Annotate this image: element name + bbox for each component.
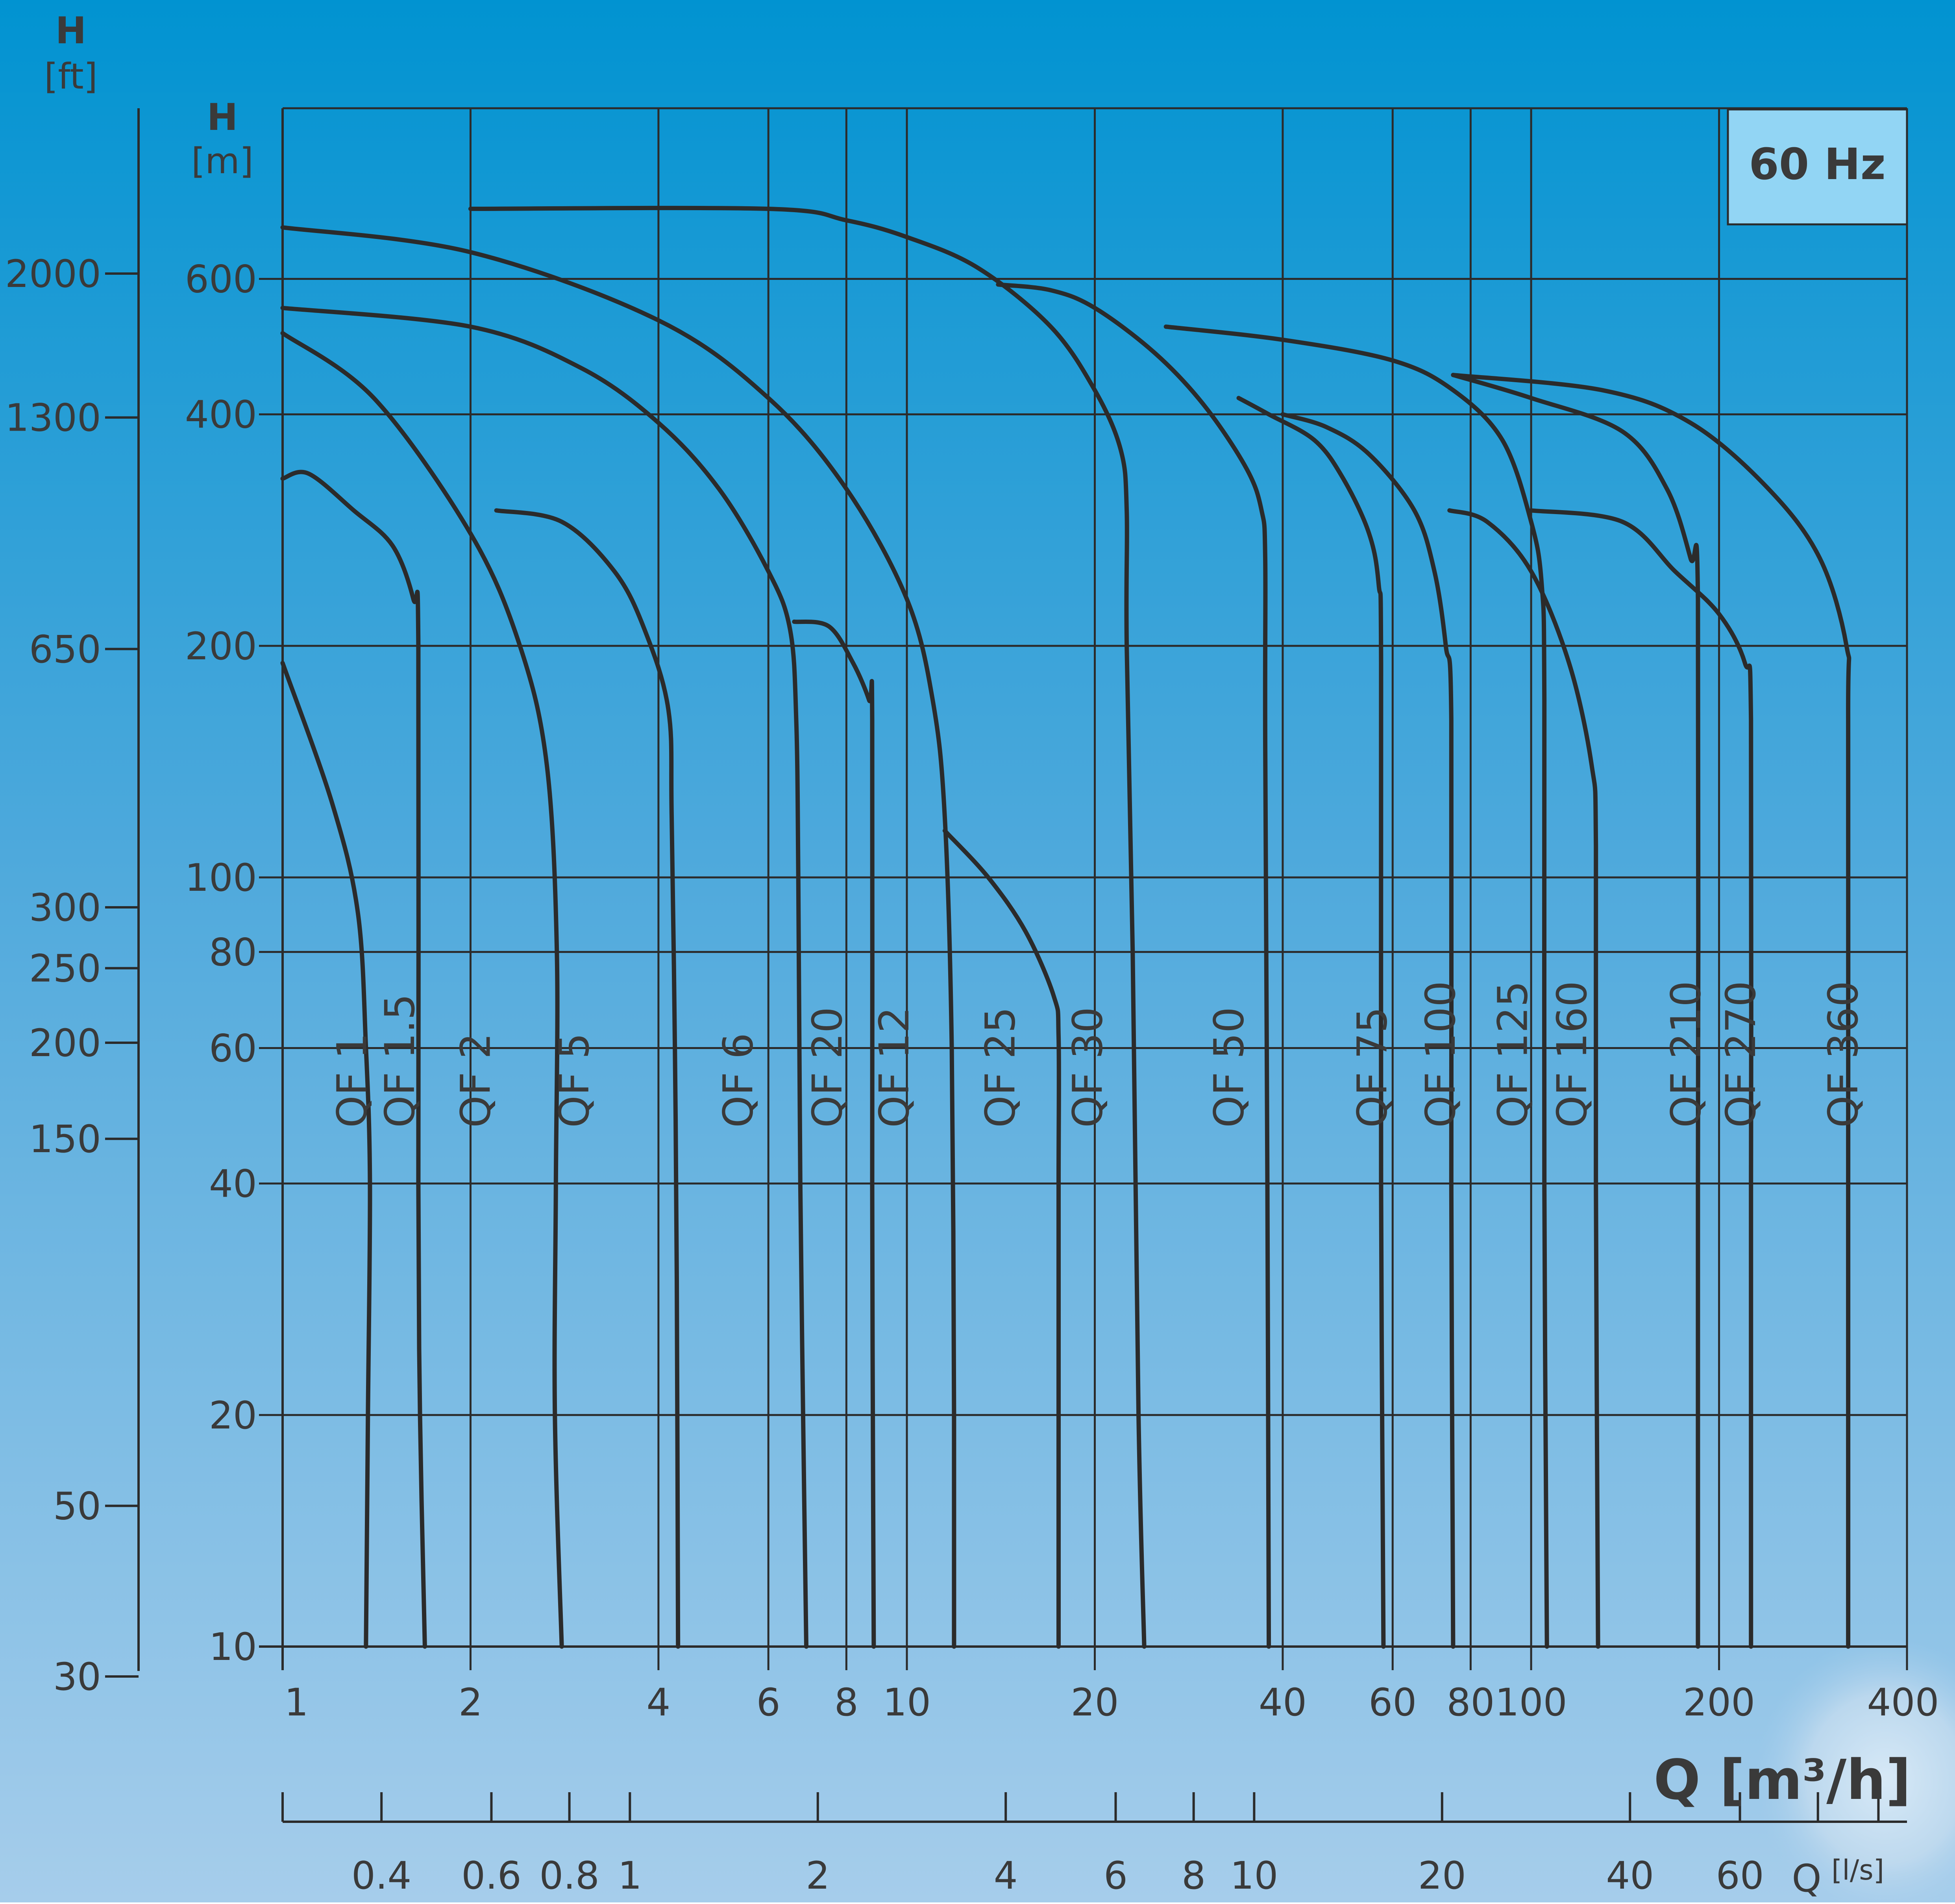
ls-tick-label: 4: [994, 1854, 1018, 1898]
x-axis-title: Q [m³/h]: [1654, 1748, 1911, 1812]
x-tick-label: 2: [459, 1680, 483, 1725]
curve-qf-30: [468, 205, 1147, 1649]
y-tick-label: 600: [185, 257, 257, 301]
curve-qf-5: [494, 508, 681, 1649]
x-tick-label: 1: [284, 1680, 308, 1725]
curve-qf-20: [792, 619, 876, 1649]
ft-tick-label: 650: [29, 627, 101, 672]
curve-qf-1-5: [280, 470, 427, 1649]
x-tick-label: 10: [883, 1680, 931, 1725]
curve-qf-75: [1236, 396, 1386, 1649]
curve-qf-160: [1447, 508, 1600, 1649]
x-tick-label: 60: [1369, 1680, 1417, 1725]
series-label-qf-100: QF 100: [1417, 981, 1465, 1128]
y-tick-label: 40: [209, 1162, 257, 1206]
series-label-qf-30: QF 30: [1064, 1007, 1112, 1128]
curve-qf-12: [280, 225, 956, 1649]
series-label-qf-6: QF 6: [714, 1033, 762, 1128]
y-tick-label: 60: [209, 1026, 257, 1070]
series-label-qf-5: QF 5: [550, 1033, 598, 1128]
x-tick-label: 20: [1071, 1680, 1119, 1725]
ft-tick-label: 200: [29, 1021, 101, 1065]
y-tick-label: 80: [209, 930, 257, 974]
y-tick-label: 20: [209, 1393, 257, 1438]
y-tick-label: 400: [185, 393, 257, 437]
series-label-qf-1: QF 1: [328, 1033, 376, 1128]
ft-tick-label: 30: [53, 1655, 101, 1699]
x-tick-label: 200: [1683, 1680, 1755, 1725]
ls-tick-label: 6: [1104, 1854, 1128, 1898]
series-label-qf-160: QF 160: [1548, 981, 1596, 1128]
series-label-qf-360: QF 360: [1819, 981, 1867, 1128]
series-label-qf-12: QF 12: [870, 1007, 918, 1128]
x-tick-label: 100: [1495, 1680, 1567, 1725]
frequency-badge-box: [1727, 108, 1908, 226]
ls-tick-label: 8: [1182, 1854, 1206, 1898]
x-axis-ls-symbol: Q: [1792, 1856, 1822, 1900]
curve-qf-125: [1163, 324, 1549, 1649]
ls-tick-label: 20: [1418, 1854, 1466, 1898]
grid-layer: [105, 107, 1908, 1823]
ft-tick-label: 150: [29, 1117, 101, 1161]
ft-tick-label: 50: [53, 1484, 101, 1528]
label-layer: 1 2 4 6 8 10 20 40 60 80 100 200 4006004002001008060…: [5, 252, 1939, 1898]
ls-tick-label: 0.4: [351, 1854, 412, 1898]
y-tick-label: 100: [185, 856, 257, 900]
y-tick-label: 200: [185, 624, 257, 668]
ls-tick-label: 0.6: [461, 1854, 522, 1898]
curve-qf-6: [280, 305, 808, 1649]
series-label-qf-20: QF 20: [803, 1007, 851, 1128]
series-label-qf-125: QF 125: [1489, 981, 1537, 1128]
y-axis-symbol-m: H: [207, 96, 238, 139]
y-axis-unit-m: [m]: [191, 141, 253, 182]
curve-qf-100: [1280, 412, 1456, 1649]
series-label-qf-210: QF 210: [1662, 981, 1710, 1128]
series-label-qf-2: QF 2: [451, 1033, 499, 1128]
series-label-qf-50: QF 50: [1205, 1007, 1253, 1128]
curve-qf-50: [996, 282, 1271, 1649]
x-tick-label: 8: [834, 1680, 858, 1725]
ft-tick-label: 2000: [5, 252, 101, 296]
frequency-badge: 60 Hz: [1749, 139, 1885, 189]
curve-qf-1: [280, 661, 372, 1649]
ft-tick-label: 300: [29, 886, 101, 930]
ls-tick-label: 40: [1606, 1854, 1654, 1898]
x-tick-label: 400: [1867, 1680, 1939, 1725]
y-axis-symbol-ft: H: [55, 9, 87, 52]
ft-tick-label: 1300: [5, 396, 101, 440]
x-tick-label: 4: [646, 1680, 670, 1725]
ls-tick-label: 0.8: [539, 1854, 599, 1898]
y-tick-label: 10: [209, 1625, 257, 1669]
ls-tick-label: 60: [1716, 1854, 1764, 1898]
series-label-qf-75: QF 75: [1348, 1007, 1396, 1128]
ls-tick-label: 2: [806, 1854, 830, 1898]
curve-qf-25: [942, 828, 1061, 1649]
water-splash-decoration: [1755, 1638, 1955, 1904]
curve-qf-210: [1451, 373, 1701, 1649]
series-label-qf-25: QF 25: [977, 1007, 1025, 1128]
x-tick-label: 6: [756, 1680, 781, 1725]
series-label-qf-270: QF 270: [1717, 981, 1765, 1128]
x-tick-label: 40: [1259, 1680, 1307, 1725]
x-tick-label: 80: [1446, 1680, 1494, 1725]
ft-tick-label: 250: [29, 947, 101, 991]
curve-qf-270: [1529, 508, 1754, 1649]
curve-qf-2: [280, 331, 564, 1649]
curve-layer: [280, 205, 1851, 1649]
series-label-qf-1-5: QF 1.5: [376, 994, 424, 1128]
y-axis-unit-ft: [ft]: [44, 56, 98, 97]
x-axis-ls-unit: [l/s]: [1831, 1854, 1884, 1886]
ls-tick-label: 10: [1230, 1854, 1278, 1898]
curve-qf-360: [1451, 373, 1851, 1649]
ls-tick-label: 1: [618, 1854, 642, 1898]
